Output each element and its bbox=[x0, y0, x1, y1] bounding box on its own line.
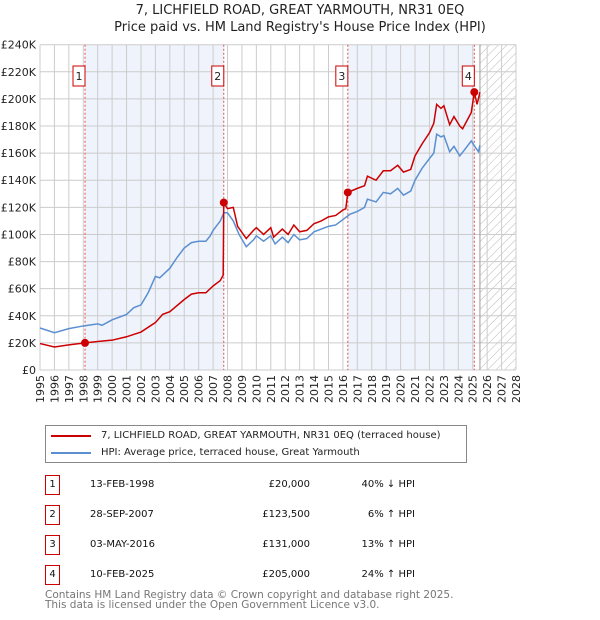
y-tick-label: £140K bbox=[1, 174, 37, 187]
x-tick-label: 1997 bbox=[63, 375, 76, 403]
x-tick-label: 2003 bbox=[149, 375, 162, 403]
sale-point bbox=[219, 198, 228, 207]
x-tick-label: 2024 bbox=[452, 375, 465, 403]
x-tick-label: 2012 bbox=[279, 375, 292, 403]
x-tick-label: 1995 bbox=[34, 375, 47, 403]
x-tick-label: 2009 bbox=[236, 375, 249, 403]
y-tick-label: £160K bbox=[1, 147, 37, 160]
sale-date: 10-FEB-2025 bbox=[90, 569, 155, 580]
legend-swatch-blue bbox=[51, 451, 91, 454]
sale-hpi-diff: 13% ↑ HPI bbox=[361, 539, 415, 550]
x-tick-label: 2016 bbox=[337, 375, 350, 403]
sale-date: 13-FEB-1998 bbox=[90, 479, 155, 490]
x-tick-label: 2000 bbox=[106, 375, 119, 403]
x-tick-label: 2004 bbox=[164, 375, 177, 403]
x-tick-label: 2008 bbox=[222, 375, 235, 403]
y-tick-label: £0 bbox=[22, 364, 36, 377]
sale-badge-label: 2 bbox=[214, 70, 221, 83]
sale-price: £20,000 bbox=[268, 479, 310, 490]
footer-copyright: Contains HM Land Registry data © Crown c… bbox=[45, 589, 454, 601]
legend-item-hpi: HPI: Average price, terraced house, Grea… bbox=[51, 447, 360, 458]
x-tick-label: 2027 bbox=[496, 375, 509, 403]
sale-date: 03-MAY-2016 bbox=[90, 539, 156, 550]
y-tick-label: £120K bbox=[1, 201, 37, 214]
x-tick-label: 2025 bbox=[467, 375, 480, 403]
sale-number: 3 bbox=[45, 535, 60, 555]
x-tick-label: 2019 bbox=[380, 375, 393, 403]
x-tick-label: 1999 bbox=[92, 375, 105, 403]
sale-price: £123,500 bbox=[262, 509, 310, 520]
sale-price: £131,000 bbox=[262, 539, 310, 550]
legend-label: 7, LICHFIELD ROAD, GREAT YARMOUTH, NR31 … bbox=[101, 430, 441, 441]
sale-badge-label: 3 bbox=[338, 70, 345, 83]
y-tick-label: £20K bbox=[8, 337, 37, 350]
sale-number: 4 bbox=[45, 565, 60, 585]
x-tick-label: 2020 bbox=[395, 375, 408, 403]
x-tick-label: 2026 bbox=[481, 375, 494, 403]
x-tick-label: 2014 bbox=[308, 375, 321, 403]
sale-point bbox=[343, 188, 352, 197]
legend: 7, LICHFIELD ROAD, GREAT YARMOUTH, NR31 … bbox=[45, 425, 467, 463]
price-paid-line bbox=[39, 91, 481, 348]
sale-hpi-diff: 24% ↑ HPI bbox=[361, 569, 415, 580]
x-tick-label: 2002 bbox=[135, 375, 148, 403]
hpi-line bbox=[39, 132, 481, 334]
chart-subtitle: Price paid vs. HM Land Registry's House … bbox=[114, 20, 486, 35]
x-tick-label: 2017 bbox=[351, 375, 364, 403]
x-tick-label: 2013 bbox=[294, 375, 307, 403]
sale-point bbox=[81, 338, 90, 347]
sale-hpi-diff: 40% ↓ HPI bbox=[361, 479, 415, 490]
x-tick-label: 2005 bbox=[178, 375, 191, 403]
sale-row: 3 03-MAY-2016 £131,000 13% ↑ HPI bbox=[45, 535, 415, 555]
x-tick-label: 2011 bbox=[265, 375, 278, 403]
legend-label: HPI: Average price, terraced house, Grea… bbox=[101, 447, 360, 458]
sale-date: 28-SEP-2007 bbox=[90, 509, 154, 520]
x-tick-label: 2006 bbox=[193, 375, 206, 403]
sale-badge bbox=[335, 65, 349, 87]
x-tick-label: 1998 bbox=[77, 375, 90, 403]
sale-badge bbox=[211, 65, 225, 87]
footer: Contains HM Land Registry data © Crown c… bbox=[45, 589, 454, 611]
footer-licence: This data is licensed under the Open Gov… bbox=[45, 599, 380, 611]
sale-badge bbox=[461, 65, 475, 87]
sale-badge bbox=[72, 65, 86, 87]
sale-row: 1 13-FEB-1998 £20,000 40% ↓ HPI bbox=[45, 475, 415, 495]
sale-row: 4 10-FEB-2025 £205,000 24% ↑ HPI bbox=[45, 565, 415, 585]
x-tick-label: 2022 bbox=[423, 375, 436, 403]
x-tick-label: 2010 bbox=[250, 375, 263, 403]
sale-hpi-diff: 6% ↑ HPI bbox=[367, 509, 415, 520]
legend-swatch-red bbox=[51, 434, 91, 437]
y-tick-label: £80K bbox=[8, 256, 37, 269]
legend-item-property: 7, LICHFIELD ROAD, GREAT YARMOUTH, NR31 … bbox=[51, 430, 441, 441]
chart-title: 7, LICHFIELD ROAD, GREAT YARMOUTH, NR31 … bbox=[135, 3, 465, 18]
x-tick-label: 2015 bbox=[322, 375, 335, 403]
sale-point bbox=[470, 88, 479, 97]
x-tick-label: 2023 bbox=[438, 375, 451, 403]
y-tick-label: £40K bbox=[8, 310, 37, 323]
price-chart: 1995 1996 1997 1998 1999 2000 2001 2002 2003 2004… bbox=[1, 39, 523, 403]
y-tick-label: £200K bbox=[1, 93, 37, 106]
y-tick-label: £220K bbox=[1, 66, 37, 79]
sale-badge-label: 4 bbox=[465, 70, 472, 83]
y-tick-label: £240K bbox=[1, 39, 37, 52]
y-tick-label: £100K bbox=[1, 228, 37, 241]
sale-number: 1 bbox=[45, 475, 60, 495]
x-tick-label: 2007 bbox=[207, 375, 220, 403]
y-tick-label: £180K bbox=[1, 120, 37, 133]
x-tick-label: 2021 bbox=[409, 375, 422, 403]
x-tick-label: 2028 bbox=[510, 375, 523, 403]
x-tick-label: 2001 bbox=[121, 375, 134, 403]
y-tick-label: £60K bbox=[8, 283, 37, 296]
sale-badge-label: 1 bbox=[76, 70, 83, 83]
sale-row: 2 28-SEP-2007 £123,500 6% ↑ HPI bbox=[45, 505, 415, 525]
sale-number: 2 bbox=[45, 505, 60, 525]
x-tick-label: 2018 bbox=[366, 375, 379, 403]
x-tick-label: 1996 bbox=[48, 375, 61, 403]
sale-price: £205,000 bbox=[262, 569, 310, 580]
